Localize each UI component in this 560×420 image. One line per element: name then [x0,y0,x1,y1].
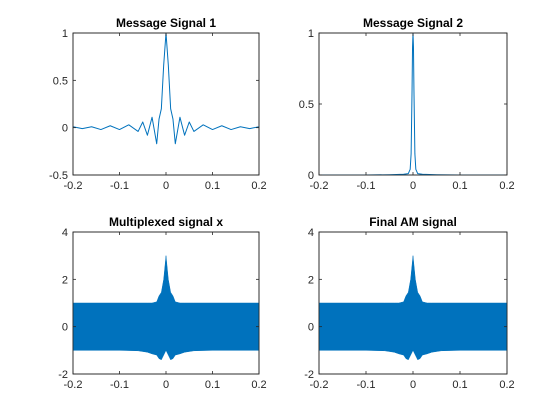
x-tick-label: -0.1 [357,379,376,391]
subplot-final-am-signal: -0.2 -0.1 0 0.1 0.2 -2 0 2 4 Final AM signal [304,215,514,391]
x-tick-label: -0.2 [64,379,83,391]
x-tick-label: 0.2 [499,180,514,192]
plot-data-layer [319,255,507,361]
y-tick-label: 4 [308,227,314,239]
chart-title-message-signal-2: Message Signal 2 [363,16,463,30]
x-tick-label: 0 [163,379,169,391]
chart-title-message-signal-1: Message Signal 1 [116,16,216,30]
y-tick-label: 1 [308,28,314,40]
x-tick-label: 0.1 [452,379,467,391]
x-tick-label: -0.1 [357,180,376,192]
x-tick-label: 0 [410,379,416,391]
y-tick-label: 0 [308,322,314,334]
x-tick-label: -0.2 [64,180,83,192]
subplot-message-signal-1: -0.2 -0.1 0 0.1 0.2 -0.5 0 0.5 1 Message Signal 1 [49,16,267,192]
y-tick-label: 1 [62,28,68,40]
x-tick-label: 0.1 [205,180,220,192]
x-tick-label: -0.2 [310,180,329,192]
y-tick-label: -2 [304,369,314,381]
x-tick-label: 0.1 [205,379,220,391]
x-tick-label: 0 [410,180,416,192]
signal-line [73,33,259,145]
y-tick-label: -0.5 [49,170,68,182]
plot-data-layer [73,255,259,361]
x-tick-label: 0.2 [251,379,266,391]
y-tick-label: -2 [58,369,68,381]
x-tick-label: 0 [163,180,169,192]
chart-title-multiplexed-signal-x: Multiplexed signal x [109,215,223,229]
plot-area [318,32,508,176]
chart-title-final-am-signal: Final AM signal [369,215,457,229]
subplot-message-signal-2: -0.2 -0.1 0 0.1 0.2 0 0.5 1 Message Signal 2 [299,16,515,192]
x-tick-label: -0.2 [310,379,329,391]
y-tick-label: 2 [308,274,314,286]
plot-area [72,32,260,176]
signal-line [319,33,507,175]
plot-data-layer [319,33,507,175]
y-tick-label: 0 [62,322,68,334]
x-tick-label: 0.2 [251,180,266,192]
x-tick-label: -0.1 [110,180,129,192]
y-tick-label: 0.5 [299,99,314,111]
x-tick-label: 0.1 [452,180,467,192]
signal-band [73,255,259,361]
signal-band [319,255,507,361]
y-tick-label: 0 [62,123,68,135]
x-tick-label: -0.1 [110,379,129,391]
y-tick-label: 4 [62,227,68,239]
x-tick-label: 0.2 [499,379,514,391]
plot-data-layer [73,33,259,145]
subplot-multiplexed-signal-x: -0.2 -0.1 0 0.1 0.2 -2 0 2 4 Multiplexed signal x [58,215,266,391]
y-tick-label: 0.5 [53,75,68,87]
y-tick-label: 0 [308,170,314,182]
y-tick-label: 2 [62,274,68,286]
